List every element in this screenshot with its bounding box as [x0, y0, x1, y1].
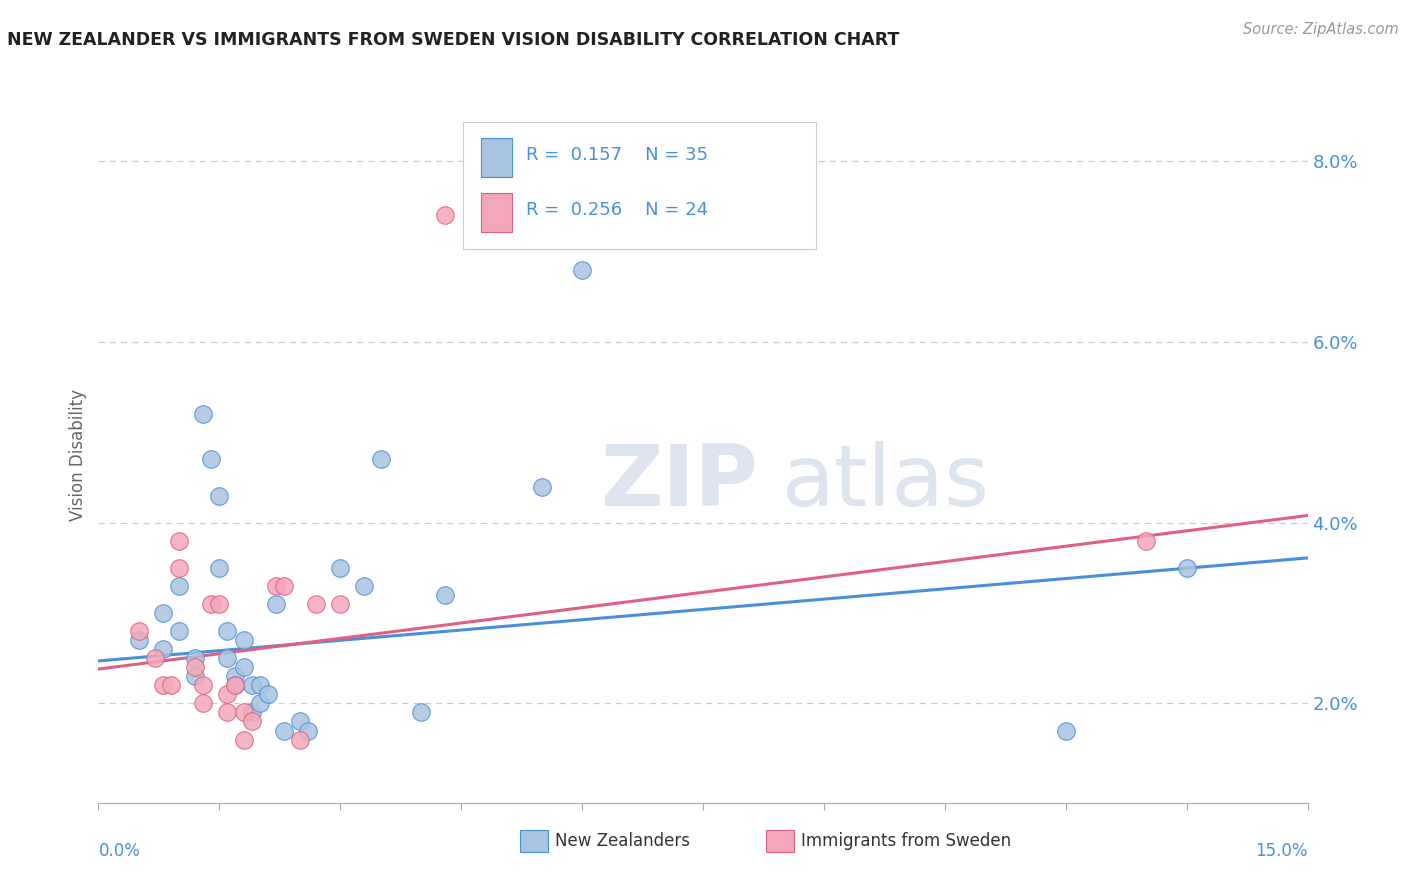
Point	[217, 706, 239, 720]
Point	[297, 723, 319, 738]
Point	[1054, 723, 1077, 738]
Point	[152, 642, 174, 657]
Text: 15.0%: 15.0%	[1256, 842, 1308, 860]
Point	[273, 723, 295, 738]
Point	[167, 579, 190, 593]
Point	[273, 579, 295, 593]
Point	[264, 579, 287, 593]
Point	[329, 597, 352, 611]
Point	[264, 597, 287, 611]
Point	[193, 697, 215, 711]
Text: R =  0.256    N = 24: R = 0.256 N = 24	[526, 202, 709, 219]
Point	[167, 561, 190, 575]
Point	[249, 678, 271, 692]
Point	[167, 624, 190, 639]
Point	[249, 697, 271, 711]
Point	[1135, 533, 1157, 548]
Point	[240, 678, 263, 692]
Y-axis label: Vision Disability: Vision Disability	[69, 389, 87, 521]
Point	[288, 732, 311, 747]
Point	[217, 651, 239, 665]
Point	[184, 660, 207, 674]
Point	[184, 669, 207, 683]
Point	[128, 624, 150, 639]
Point	[208, 561, 231, 575]
Text: Immigrants from Sweden: Immigrants from Sweden	[801, 832, 1011, 850]
Point	[217, 624, 239, 639]
Point	[240, 714, 263, 729]
Point	[217, 687, 239, 701]
Text: ZIP: ZIP	[600, 442, 758, 524]
Text: Source: ZipAtlas.com: Source: ZipAtlas.com	[1243, 22, 1399, 37]
Point	[571, 262, 593, 277]
Point	[353, 579, 375, 593]
Point	[208, 489, 231, 503]
Point	[370, 452, 392, 467]
Point	[193, 678, 215, 692]
Text: NEW ZEALANDER VS IMMIGRANTS FROM SWEDEN VISION DISABILITY CORRELATION CHART: NEW ZEALANDER VS IMMIGRANTS FROM SWEDEN …	[7, 31, 900, 49]
Point	[288, 714, 311, 729]
Text: R =  0.157    N = 35: R = 0.157 N = 35	[526, 146, 709, 164]
Point	[160, 678, 183, 692]
Point	[434, 209, 457, 223]
Text: 0.0%: 0.0%	[98, 842, 141, 860]
Point	[1175, 561, 1198, 575]
Point	[167, 533, 190, 548]
Point	[530, 479, 553, 493]
Point	[329, 561, 352, 575]
Point	[128, 633, 150, 648]
Point	[184, 651, 207, 665]
Point	[193, 407, 215, 421]
Point	[224, 678, 246, 692]
Point	[224, 678, 246, 692]
Point	[232, 706, 254, 720]
Point	[152, 606, 174, 620]
Point	[200, 452, 222, 467]
Text: New Zealanders: New Zealanders	[555, 832, 690, 850]
Point	[208, 597, 231, 611]
Point	[143, 651, 166, 665]
Text: atlas: atlas	[782, 442, 990, 524]
Point	[409, 706, 432, 720]
Point	[232, 633, 254, 648]
Point	[305, 597, 328, 611]
Point	[232, 732, 254, 747]
Point	[232, 660, 254, 674]
Point	[434, 588, 457, 602]
Point	[152, 678, 174, 692]
Point	[256, 687, 278, 701]
Point	[200, 597, 222, 611]
Point	[240, 706, 263, 720]
Point	[224, 669, 246, 683]
